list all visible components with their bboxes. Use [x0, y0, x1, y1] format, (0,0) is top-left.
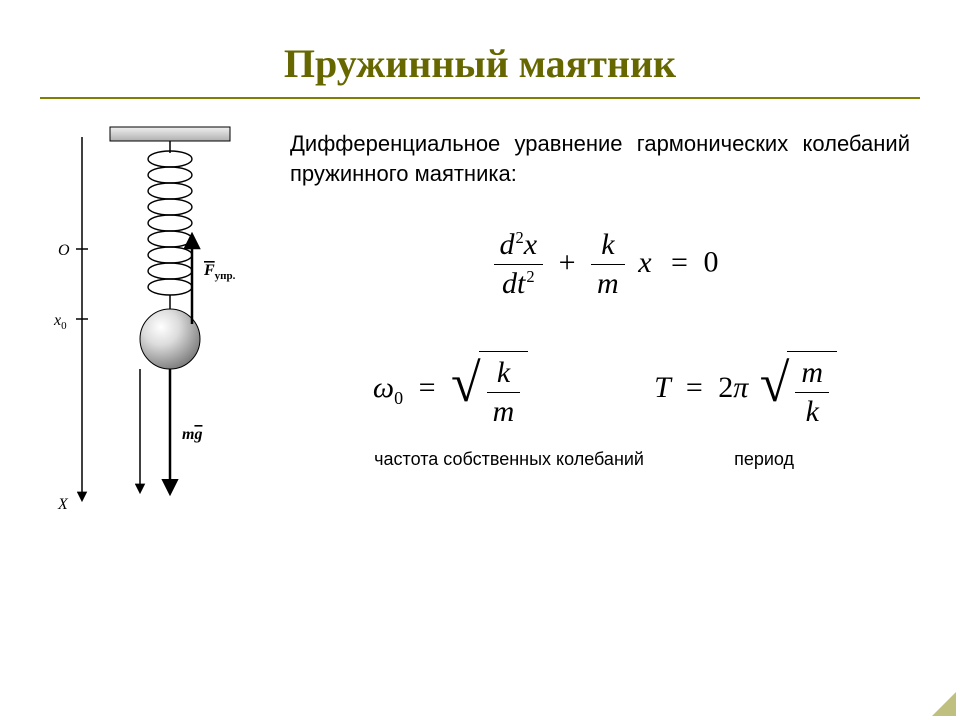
pendulum-diagram: O x0 X — [40, 119, 260, 539]
omega-equation: ω0 = √ k m — [373, 351, 528, 429]
description-text: Дифференциальное уравнение гармонических… — [290, 129, 920, 218]
ode-equation: d2x dt2 + k m x = 0 — [290, 228, 920, 301]
corner-decoration — [932, 692, 956, 716]
force-elastic-label: Fупр. — [203, 262, 236, 282]
omega-caption: частота собственных колебаний — [330, 449, 648, 470]
axis-x0-label: x0 — [53, 312, 67, 332]
ceiling — [110, 127, 230, 141]
period-equation: T = 2π √ m k — [654, 351, 837, 429]
axis-x-label: X — [57, 496, 69, 513]
force-gravity-label: mg — [182, 426, 202, 443]
page-title: Пружинный маятник — [60, 40, 900, 87]
spring — [148, 151, 192, 295]
axis-origin-label: O — [58, 242, 70, 259]
period-caption: период — [648, 449, 880, 470]
